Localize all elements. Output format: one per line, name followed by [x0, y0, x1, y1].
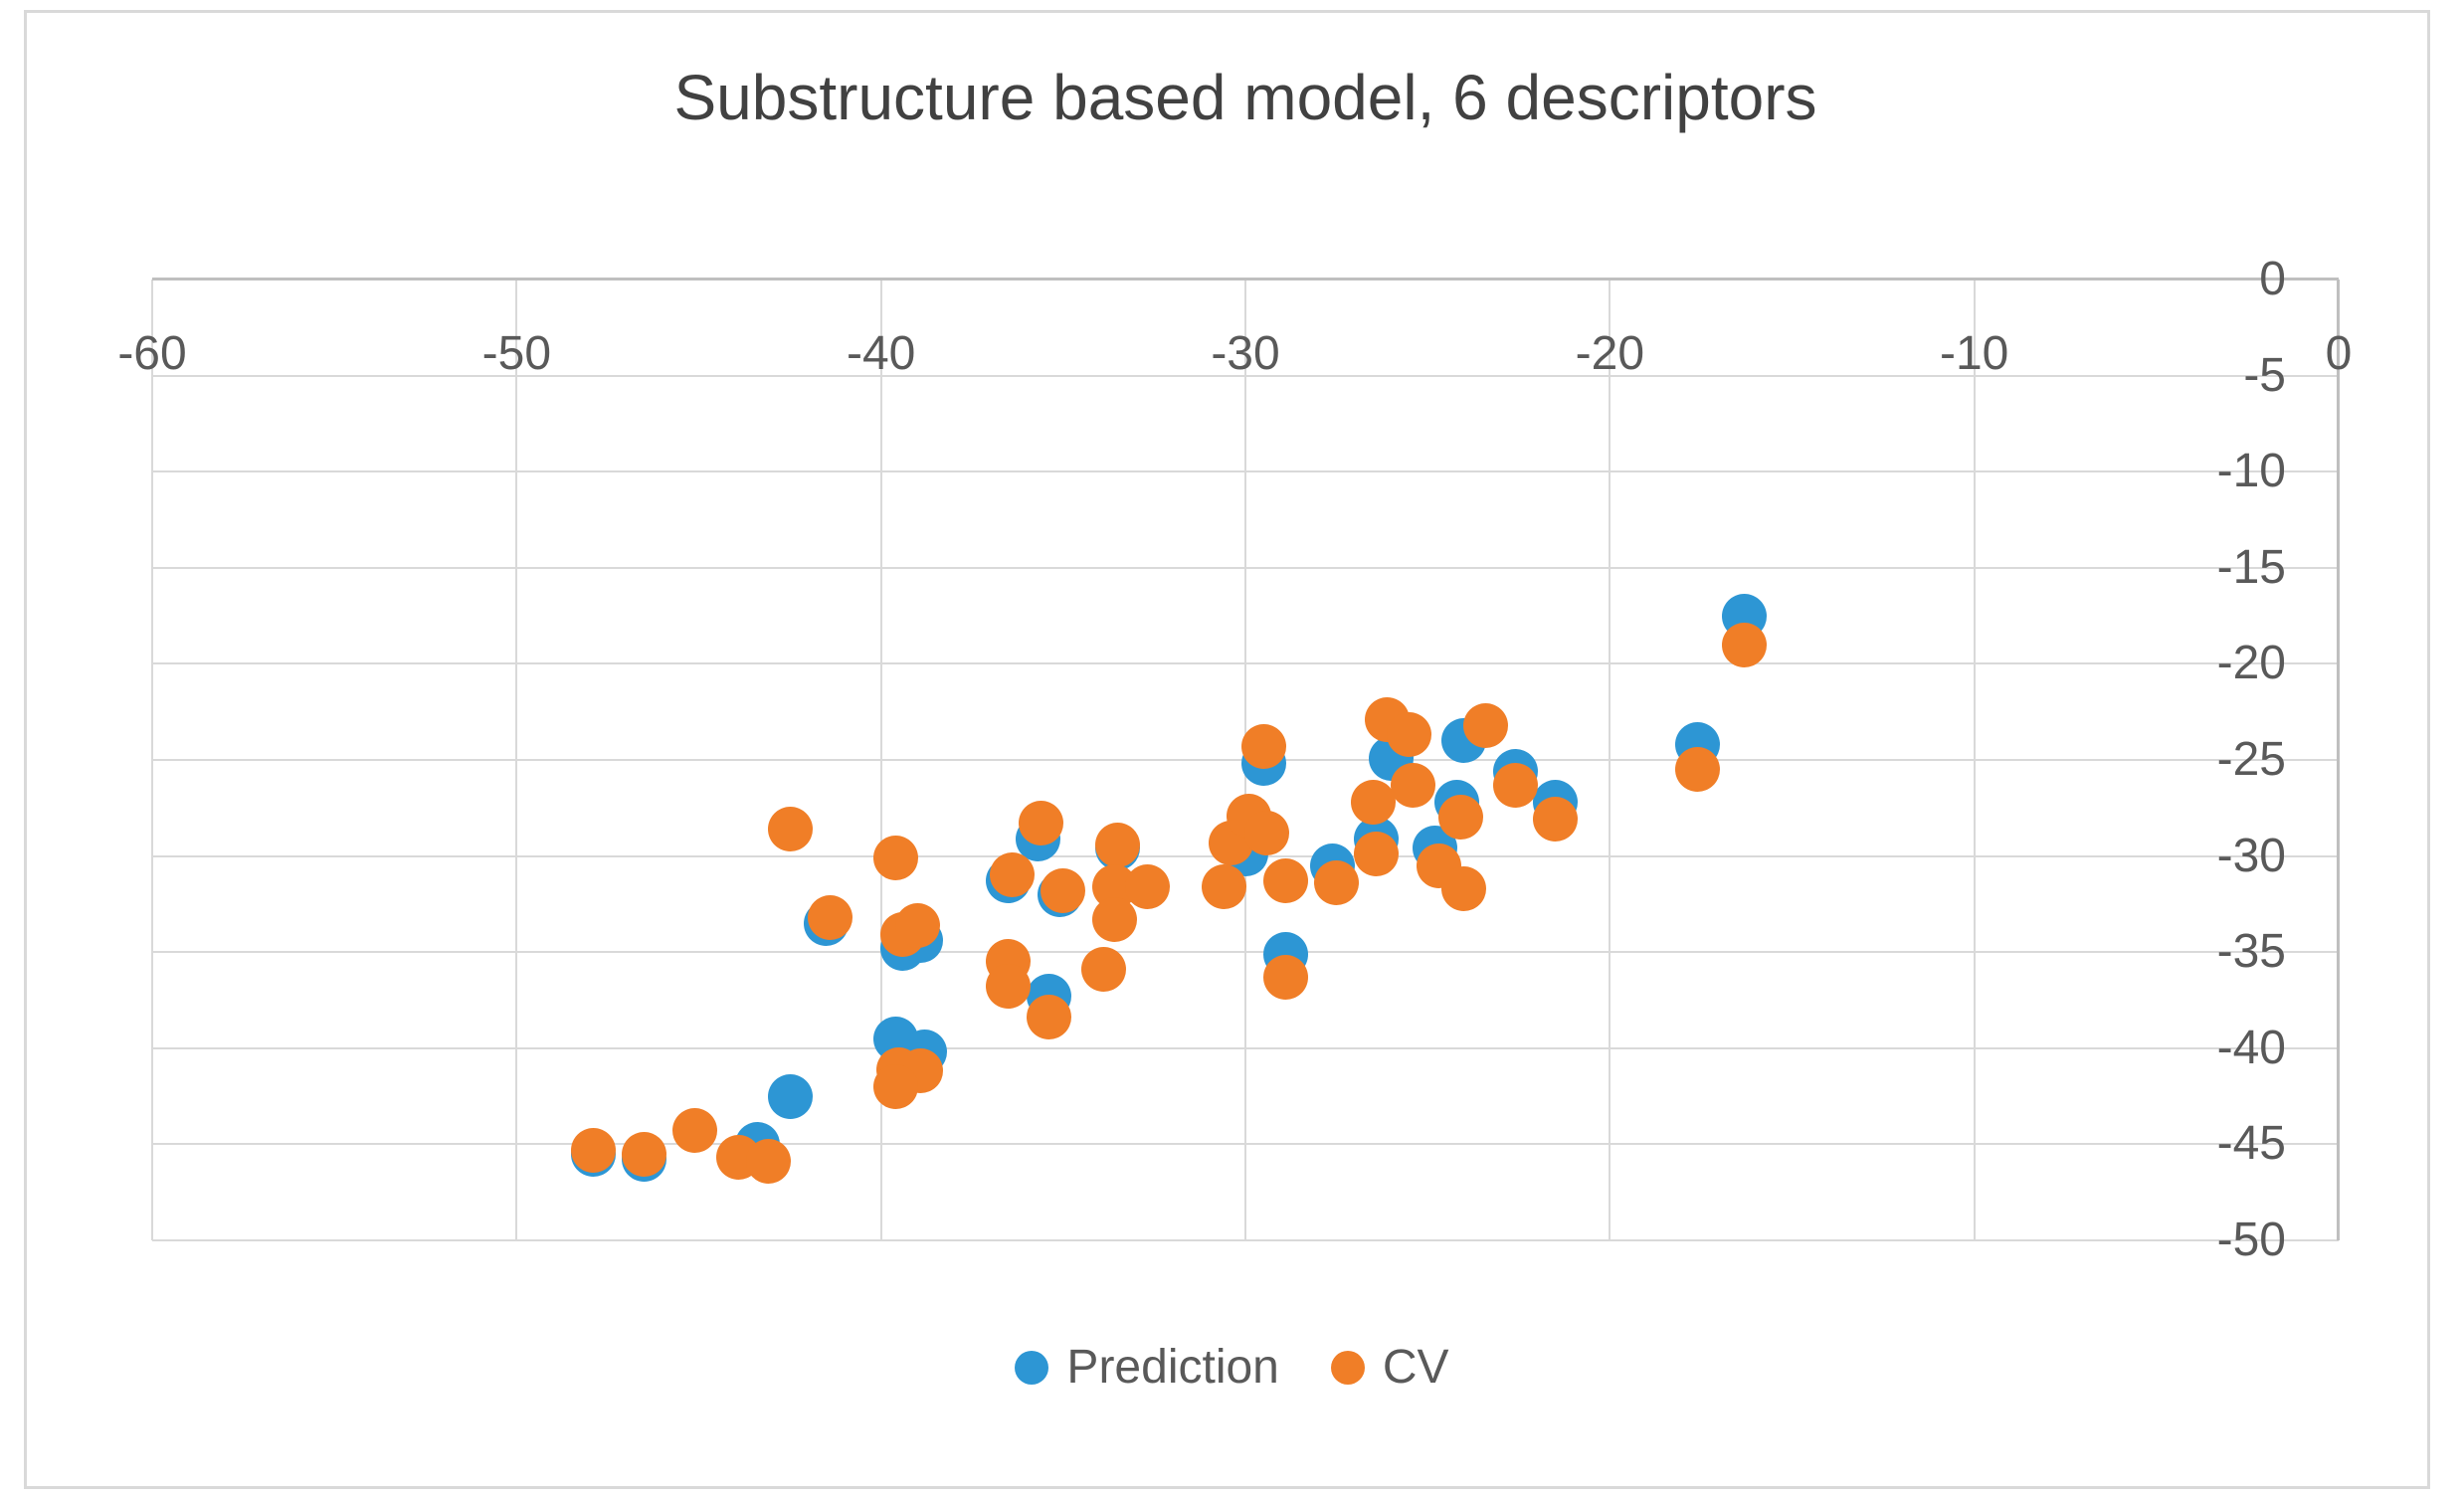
horizontal-gridline: [152, 470, 2339, 473]
horizontal-gridline: [152, 662, 2339, 665]
cv-point: [1387, 712, 1432, 758]
legend-label-prediction: Prediction: [1066, 1341, 1279, 1394]
horizontal-gridline: [152, 374, 2339, 377]
cv-point: [570, 1127, 616, 1173]
x-tick-label: -20: [1575, 327, 1645, 380]
cv-point: [767, 807, 813, 852]
cv-point: [1437, 795, 1483, 841]
plot-area: [151, 279, 2340, 1241]
cv-point: [672, 1108, 718, 1154]
cv-point: [1262, 858, 1308, 904]
x-tick-label: -50: [481, 327, 552, 380]
x-tick-label: 0: [2325, 327, 2353, 380]
cv-point: [1019, 801, 1064, 846]
y-tick-label: 0: [2259, 253, 2286, 305]
legend-label-cv: CV: [1382, 1341, 1449, 1394]
cv-point: [1041, 867, 1086, 913]
y-tick-label: -35: [2216, 925, 2286, 979]
x-axis-line: [152, 278, 2339, 281]
x-tick-label: -30: [1211, 327, 1280, 380]
cv-point: [1124, 864, 1170, 909]
cv-point: [807, 894, 853, 940]
chart-title: Substructure based model, 6 descriptors: [673, 62, 1817, 133]
horizontal-gridline: [152, 1143, 2339, 1146]
y-tick-label: -25: [2216, 733, 2286, 786]
cv-point: [1350, 780, 1396, 825]
x-tick-label: -40: [846, 327, 916, 380]
y-tick-label: -40: [2216, 1021, 2286, 1074]
cv-point: [1441, 865, 1487, 911]
cv-point: [894, 902, 940, 948]
cv-point: [1532, 797, 1578, 843]
cv-point: [1091, 896, 1137, 942]
cv-point: [1240, 723, 1286, 769]
cv-point: [872, 1063, 918, 1109]
cv-point: [1492, 762, 1538, 808]
prediction-marker-icon: [1015, 1351, 1049, 1385]
horizontal-gridline: [152, 1046, 2339, 1049]
y-tick-label: -50: [2216, 1214, 2286, 1266]
cv-point: [1391, 762, 1435, 808]
horizontal-gridline: [152, 566, 2339, 569]
y-tick-label: -15: [2216, 540, 2286, 594]
cv-marker-icon: [1330, 1351, 1365, 1385]
cv-point: [1262, 954, 1308, 1000]
cv-point: [1201, 864, 1246, 909]
cv-point: [1080, 947, 1126, 993]
prediction-point: [767, 1073, 813, 1119]
cv-point: [1354, 832, 1400, 877]
cv-point: [745, 1139, 791, 1185]
legend: Prediction CV: [0, 1333, 2464, 1403]
chart-border: [24, 10, 2430, 1489]
y-tick-label: -45: [2216, 1117, 2286, 1171]
legend-item-prediction: Prediction: [1015, 1333, 1279, 1403]
x-tick-label: -10: [1939, 327, 2009, 380]
cv-point: [990, 852, 1036, 898]
cv-point: [1722, 622, 1768, 667]
cv-point: [872, 836, 918, 881]
x-tick-label: -60: [117, 327, 187, 380]
legend-item-cv: CV: [1330, 1333, 1449, 1403]
y-tick-label: -20: [2216, 637, 2286, 690]
y-tick-label: -10: [2216, 445, 2286, 498]
cv-point: [1674, 747, 1720, 793]
y-tick-label: -30: [2216, 829, 2286, 882]
cv-point: [1244, 810, 1290, 855]
cv-point: [986, 964, 1032, 1010]
cv-point: [1463, 702, 1509, 748]
y-axis-line: [2337, 280, 2340, 1240]
cv-point: [622, 1131, 667, 1177]
cv-point: [1314, 860, 1360, 906]
cv-point: [1026, 995, 1071, 1040]
cv-point: [1095, 822, 1141, 867]
horizontal-gridline: [152, 951, 2339, 954]
horizontal-gridline: [152, 1239, 2339, 1241]
y-tick-label: -5: [2243, 348, 2286, 402]
